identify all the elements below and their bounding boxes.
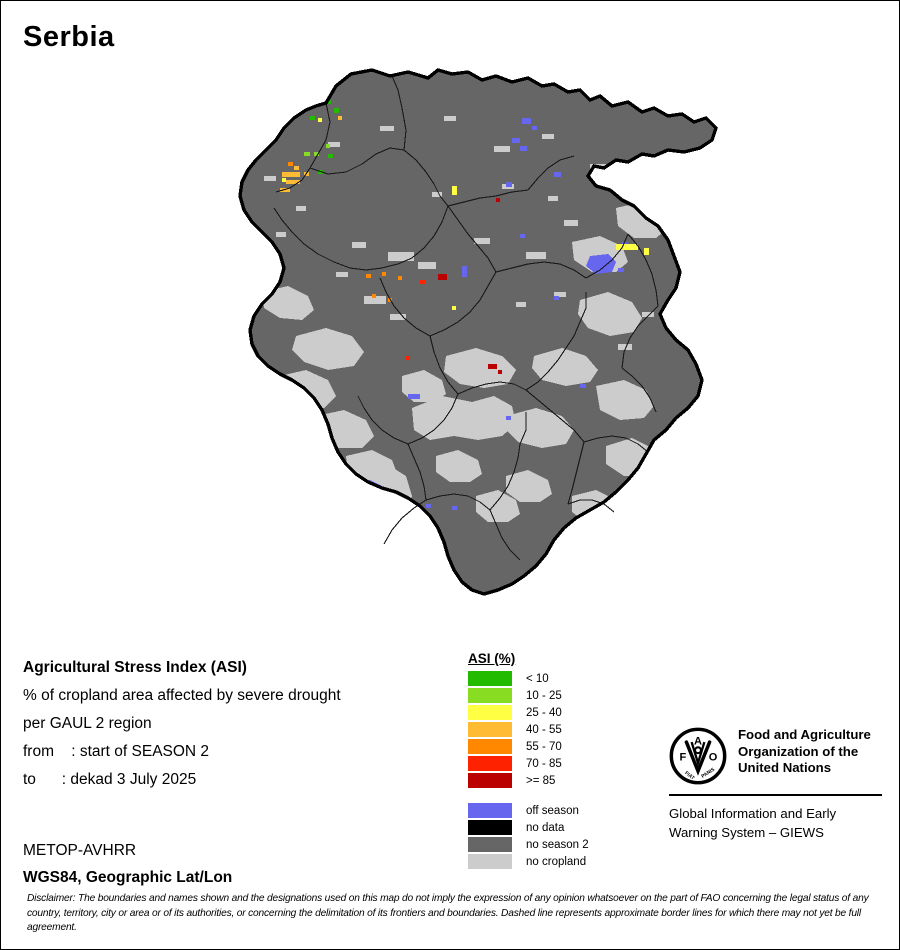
legend-item: 10 - 25 (468, 687, 648, 704)
info-period-from: from : start of SEASON 2 (23, 743, 210, 760)
legend-swatch-gte85 (468, 773, 512, 788)
map-source-block: METOP-AVHRR WGS84, Geographic Lat/Lon (23, 837, 443, 891)
legend: ASI (%) < 10 10 - 25 25 - 40 40 - 55 55 … (468, 651, 648, 870)
legend-label-lt10: < 10 (526, 672, 549, 685)
legend-swatch-10-25 (468, 688, 512, 703)
legend-label-no-data: no data (526, 821, 565, 834)
legend-item: no cropland (468, 853, 648, 870)
legend-item: no season 2 (468, 836, 648, 853)
info-subtitle: % of cropland area affected by severe dr… (23, 687, 341, 704)
legend-label-25-40: 25 - 40 (526, 706, 562, 719)
legend-swatch-70-85 (468, 756, 512, 771)
info-period-to: to : dekad 3 July 2025 (23, 771, 197, 788)
svg-text:FIAT: FIAT (683, 770, 695, 781)
legend-label-no-season-2: no season 2 (526, 838, 589, 851)
legend-swatch-no-cropland (468, 854, 512, 869)
disclaimer-text: Disclaimer: The boundaries and names sho… (27, 893, 869, 934)
legend-item: 40 - 55 (468, 721, 648, 738)
legend-swatch-55-70 (468, 739, 512, 754)
legend-divider (468, 789, 648, 802)
legend-item: >= 85 (468, 772, 648, 789)
country-outline (238, 68, 718, 596)
fao-branding: A F O FIAT PANIS Food and Agriculture Or… (669, 727, 884, 842)
legend-swatch-off-season (468, 803, 512, 818)
info-region-level: per GAUL 2 region (23, 715, 152, 732)
svg-text:O: O (709, 752, 718, 764)
legend-item: 70 - 85 (468, 755, 648, 772)
legend-label-70-85: 70 - 85 (526, 757, 562, 770)
fao-divider (669, 794, 882, 796)
legend-swatch-no-season-2 (468, 837, 512, 852)
legend-item: 55 - 70 (468, 738, 648, 755)
giews-system-name: Global Information and Early Warning Sys… (669, 806, 837, 840)
page-title: Serbia (23, 21, 115, 53)
legend-label-off-season: off season (526, 804, 579, 817)
legend-label-40-55: 40 - 55 (526, 723, 562, 736)
legend-item: no data (468, 819, 648, 836)
legend-label-10-25: 10 - 25 (526, 689, 562, 702)
legend-item: 25 - 40 (468, 704, 648, 721)
fao-organization-name: Food and Agriculture Organization of the… (738, 727, 871, 775)
fao-logo-icon: A F O FIAT PANIS (669, 727, 727, 785)
sensor-label: METOP-AVHRR (23, 842, 137, 859)
legend-item: off season (468, 802, 648, 819)
svg-text:F: F (680, 752, 687, 764)
legend-swatch-no-data (468, 820, 512, 835)
legend-title: ASI (%) (468, 651, 516, 666)
svg-text:A: A (694, 735, 702, 747)
legend-swatch-lt10 (468, 671, 512, 686)
legend-label-no-cropland: no cropland (526, 855, 587, 868)
legend-swatch-40-55 (468, 722, 512, 737)
legend-item: < 10 (468, 670, 648, 687)
map-canvas[interactable] (176, 56, 721, 626)
legend-label-gte85: >= 85 (526, 774, 556, 787)
legend-swatch-25-40 (468, 705, 512, 720)
legend-label-55-70: 55 - 70 (526, 740, 562, 753)
map-info-block: Agricultural Stress Index (ASI) % of cro… (23, 654, 443, 794)
projection-label: WGS84, Geographic Lat/Lon (23, 869, 233, 886)
info-heading: Agricultural Stress Index (ASI) (23, 659, 247, 676)
admin-boundaries (273, 75, 659, 561)
